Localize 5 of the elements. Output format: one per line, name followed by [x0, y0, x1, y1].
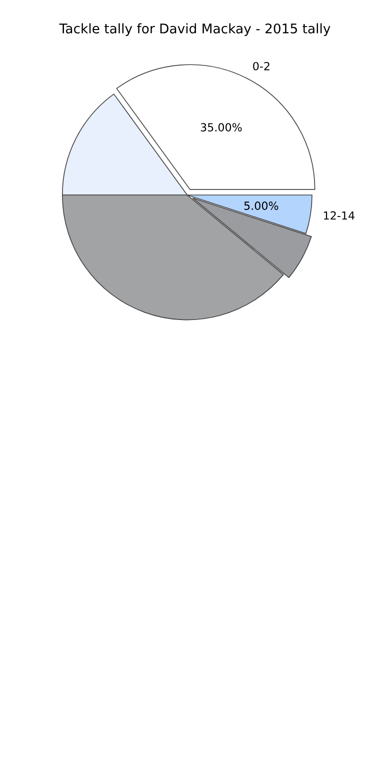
slice-label: 0-2	[253, 62, 270, 70]
slice-label: 12-14	[324, 211, 354, 220]
data-label: 5.00%	[244, 202, 278, 210]
chart-title: Tackle tally for David Mackay - 2015 tally	[59, 23, 330, 36]
data-label: 35.00%	[200, 123, 242, 132]
